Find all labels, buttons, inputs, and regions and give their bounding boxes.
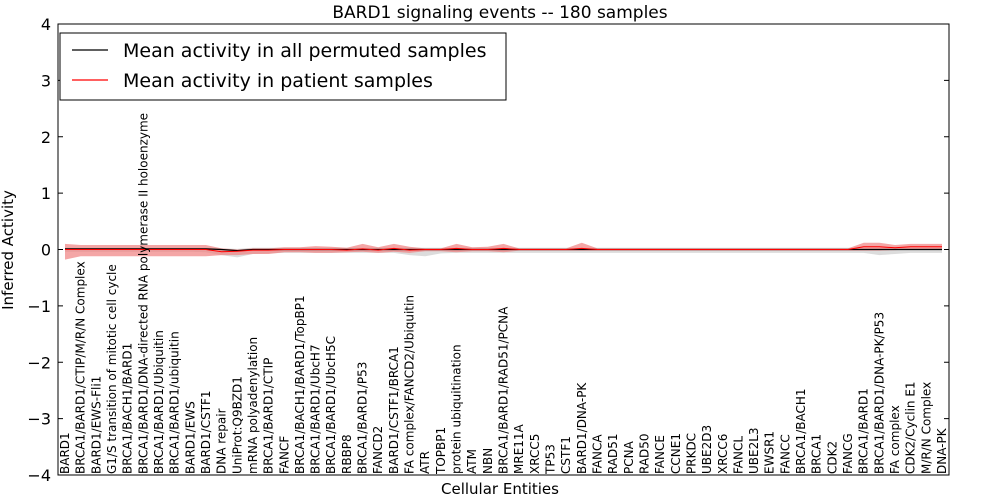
x-category-label: FANCL (731, 436, 745, 474)
x-category-label: BRCA1/BARD1/RAD51/PCNA (497, 306, 511, 474)
x-category-label: FANCE (653, 435, 667, 474)
x-category-label: FANCD2 (371, 426, 385, 474)
y-tick-label: −4 (27, 466, 51, 485)
y-axis-label: Inferred Activity (0, 190, 17, 310)
x-category-label: BRCA1 (810, 434, 824, 474)
legend-label-patient: Mean activity in patient samples (123, 70, 433, 92)
y-tick-label: −2 (27, 353, 51, 372)
x-category-label: BARD1/CSTF1/BRCA1 (387, 346, 401, 474)
y-tick-label: 1 (41, 184, 51, 203)
chart-title: BARD1 signaling events -- 180 samples (332, 3, 667, 23)
y-tick-label: −3 (27, 410, 51, 429)
x-category-label: PCNA (622, 440, 636, 474)
y-tick-label: 4 (41, 15, 51, 34)
x-category-label: UniProt:Q9BZD1 (230, 376, 244, 474)
x-category-label: BRCA1/BACH1/BARD1/TopBP1 (293, 295, 307, 474)
plot-frame (57, 23, 950, 476)
x-category-label: BRCA1/BACH1/BARD1 (121, 343, 135, 474)
legend: Mean activity in all permuted samples Me… (59, 32, 507, 101)
x-category-label: XRCC5 (528, 434, 542, 474)
y-tick-label: −1 (27, 297, 51, 316)
x-category-label: UBE2L3 (747, 427, 761, 474)
x-category-label: ATR (418, 451, 432, 474)
x-category-label: BRCA1/BARD1/DNA-directed RNA polymerase … (136, 113, 150, 474)
x-category-label: XRCC6 (716, 434, 730, 474)
y-tick-label: 0 (41, 241, 51, 260)
legend-frame (59, 32, 507, 101)
x-category-label: BARD1/DNA-PK (575, 382, 589, 474)
x-category-label: BARD1/CSTF1 (199, 390, 213, 474)
patient-range-band (65, 242, 942, 260)
x-category-label: CDK2 (825, 441, 839, 474)
x-category-label: MRE11A (512, 423, 526, 474)
x-category-label: UBE2D3 (700, 425, 714, 474)
x-category-label: TOPBP1 (434, 427, 448, 475)
x-category-label: BRCA1/BARD1/ubiquitin (168, 331, 182, 474)
x-category-label: PRKDC (684, 433, 698, 474)
x-category-label: BRCA1/BARD1/UbcH7 (309, 344, 323, 474)
x-category-label: NBN (481, 448, 495, 474)
x-category-label: FA complex (888, 405, 902, 474)
y-tick-label: 2 (41, 128, 51, 147)
x-category-label: BRCA1/BARD1/UbcH5C (324, 336, 338, 474)
x-category-label: CCNE1 (669, 433, 683, 474)
x-category-label: CDK2/Cyclin E1 (904, 381, 918, 474)
x-category-label: BARD1/EWS-Fli1 (89, 376, 103, 474)
x-category-label: BRCA1/BARD1/P53 (356, 362, 370, 474)
x-category-label: FANCG (841, 433, 855, 474)
x-category-label: protein ubiquitination (450, 344, 464, 474)
x-category-label: RAD50 (637, 433, 651, 474)
x-category-label: BARD1/EWS (183, 401, 197, 474)
x-category-label: TP53 (544, 444, 558, 475)
x-category-label: BRCA1/BARD1/CTIP (262, 358, 276, 474)
x-category-label: ATM (465, 449, 479, 474)
x-category-label: BRCA1/BARD1/CTIP/M/R/N Complex (74, 261, 88, 474)
x-category-label: BARD1 (58, 432, 72, 474)
patient-mean-line (65, 246, 942, 253)
x-category-label: FANCA (591, 434, 605, 474)
x-category-label: BRCA1/BARD1/DNA-PK/P53 (872, 312, 886, 474)
x-axis-label: Cellular Entities (441, 480, 559, 498)
y-tick-label: 3 (41, 71, 51, 90)
x-category-label: DNA-PK (935, 427, 949, 474)
x-category-label: BRCA1/BARD1/Ubiquitin (152, 330, 166, 474)
x-category-label: FA complex/FANCD2/Ubiquitin (403, 295, 417, 474)
x-category-label: FANCF (277, 436, 291, 474)
x-category-label: RBBP8 (340, 434, 354, 474)
x-category-label: M/R/N Complex (919, 382, 933, 474)
x-category-label: BRCA1/BACH1 (794, 388, 808, 474)
x-category-label: FANCC (778, 434, 792, 474)
x-category-label: EWSR1 (763, 431, 777, 474)
x-category-label: BRCA1/BARD1 (857, 388, 871, 474)
x-category-label: mRNA polyadenylation (246, 337, 260, 474)
legend-label-permuted: Mean activity in all permuted samples (123, 40, 486, 62)
x-category-label: CSTF1 (559, 436, 573, 474)
x-category-label: DNA repair (215, 408, 229, 474)
x-category-label: G1/S transition of mitotic cell cycle (105, 264, 119, 474)
x-category-label: RAD51 (606, 433, 620, 474)
